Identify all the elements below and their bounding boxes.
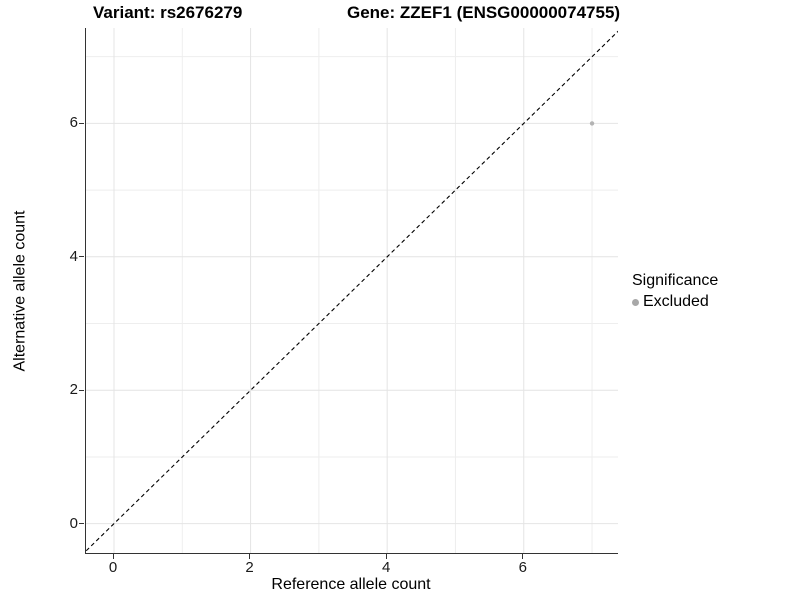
- legend-item: Excluded: [632, 293, 718, 311]
- legend-item-label: Excluded: [643, 293, 709, 310]
- x-axis-title: Reference allele count: [271, 576, 431, 593]
- legend-point-icon: [632, 298, 639, 306]
- y-tick-label: 0: [69, 514, 78, 532]
- y-tick-mark: [79, 122, 84, 124]
- legend-title: Significance: [632, 272, 719, 289]
- x-tick-mark: [112, 554, 114, 559]
- x-tick-label: 2: [245, 559, 254, 576]
- y-axis-title: Alternative allele count: [11, 210, 29, 372]
- x-tick-label: 6: [518, 559, 527, 576]
- data-point: [589, 121, 595, 126]
- plot-panel: [85, 28, 618, 554]
- x-tick-mark: [249, 554, 251, 559]
- legend: Significance Excluded: [632, 272, 718, 311]
- plot-title-gene: Gene: ZZEF1 (ENSG00000074755): [347, 3, 621, 22]
- y-tick-mark: [79, 256, 84, 258]
- x-tick-mark: [522, 554, 524, 559]
- y-tick-label: 4: [69, 247, 78, 265]
- identity-line: [86, 30, 618, 552]
- y-tick-mark: [79, 523, 84, 525]
- y-tick-label: 6: [69, 114, 78, 132]
- y-tick-label: 2: [69, 381, 78, 399]
- x-tick-label: 4: [381, 559, 391, 576]
- legend-items: Excluded: [632, 293, 718, 311]
- plot-canvas: [86, 28, 618, 553]
- x-tick-mark: [385, 554, 387, 559]
- plot-title-variant: Variant: rs2676279: [93, 3, 243, 22]
- y-tick-mark: [79, 389, 84, 391]
- x-tick-label: 0: [108, 559, 118, 576]
